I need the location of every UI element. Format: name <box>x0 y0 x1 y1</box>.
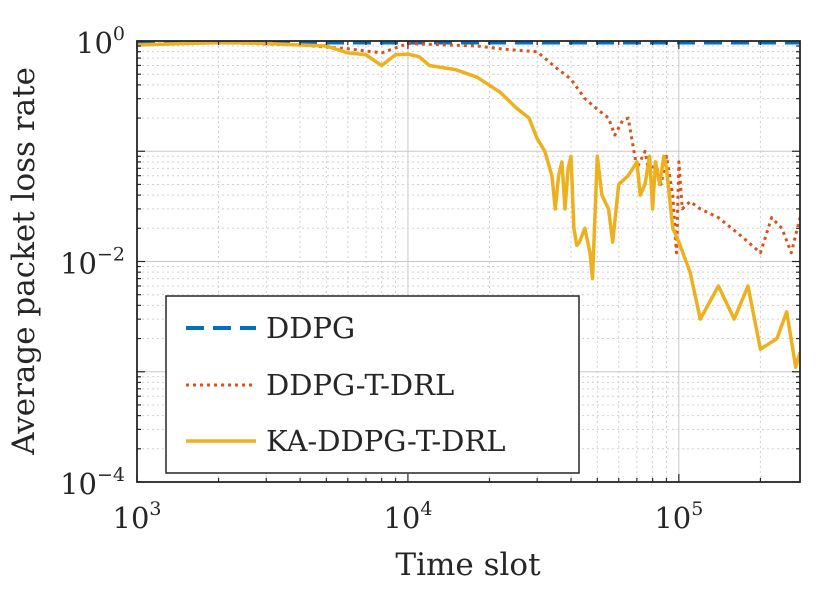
y-tick-label: 100 <box>76 23 125 60</box>
x-axis-label: Time slot <box>395 547 541 583</box>
series-line-ddpg-t-drl <box>137 41 800 255</box>
x-tick-label: 105 <box>654 498 703 535</box>
y-tick-label: 10−2 <box>60 244 125 281</box>
x-tick-label: 103 <box>113 498 162 535</box>
tick-marks <box>136 40 800 483</box>
x-tick-label: 104 <box>383 498 432 535</box>
tick-labels: 103 104 105 100 10−2 10−4 <box>60 23 703 535</box>
legend-label-ddpg-t-drl: DDPG-T-DRL <box>266 368 454 402</box>
y-axis-label: Average packet loss rate <box>6 67 42 456</box>
series-line-ka-ddpg-t-drl <box>137 41 800 369</box>
legend: DDPG DDPG-T-DRL KA-DDPG-T-DRL <box>165 295 580 474</box>
legend-label-ddpg: DDPG <box>266 311 355 345</box>
y-tick-label: 10−4 <box>60 464 125 501</box>
legend-box <box>165 295 580 474</box>
legend-label-ka-ddpg-t-drl: KA-DDPG-T-DRL <box>266 424 505 458</box>
